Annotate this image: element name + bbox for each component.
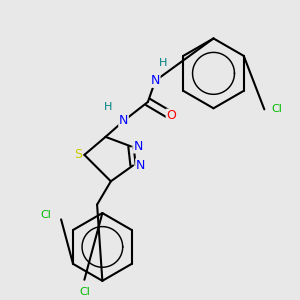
Text: Cl: Cl [272,104,282,114]
Text: N: N [119,115,128,128]
Text: S: S [74,148,82,161]
Text: O: O [166,109,176,122]
Text: N: N [151,74,160,87]
Text: Cl: Cl [79,287,90,297]
Text: N: N [136,159,145,172]
Text: Cl: Cl [41,210,52,220]
Text: H: H [103,102,112,112]
Text: H: H [158,58,167,68]
Text: N: N [134,140,143,153]
